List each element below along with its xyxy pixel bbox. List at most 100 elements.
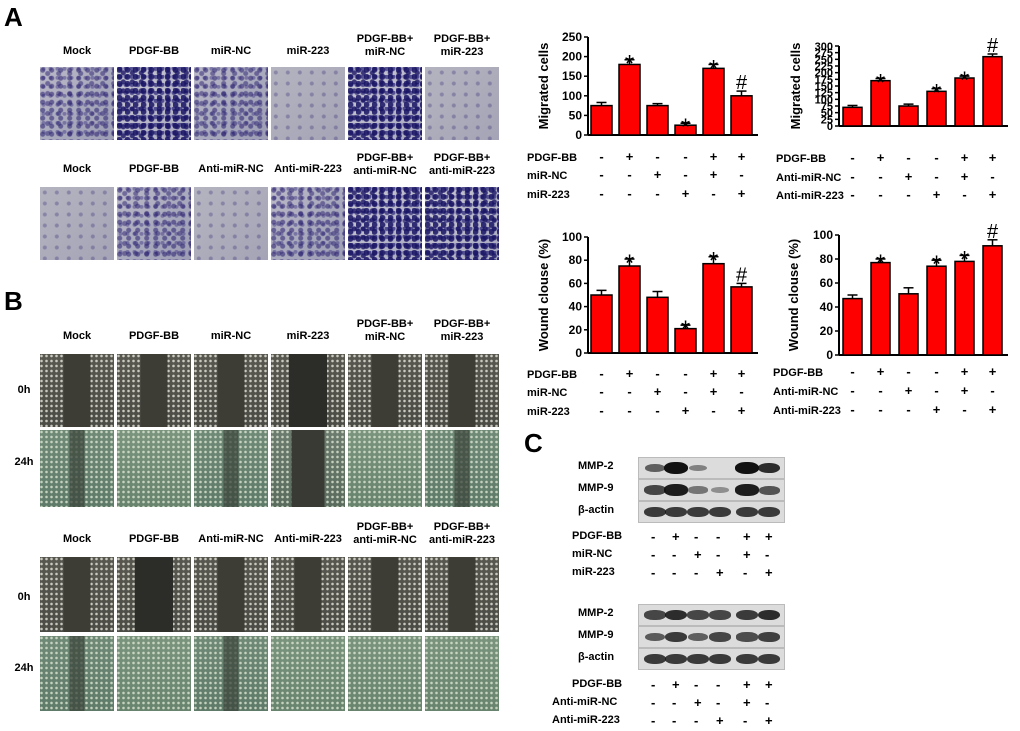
blot-bottom-band-2-1 <box>664 653 688 665</box>
chart-3-bar-3 <box>926 265 947 356</box>
transwell-label-row1-4: PDGF-BB+ miR-NC <box>356 33 414 58</box>
chart-3-sign-1-5: - <box>990 383 994 398</box>
chart-2-bar-2 <box>646 296 669 354</box>
blot-top-band-2-2 <box>686 506 710 518</box>
blot-bottom-sign-2-2: - <box>694 713 699 728</box>
chart-2-sign-0-5: + <box>738 366 746 381</box>
chart-0-sign-1-3: - <box>683 167 687 182</box>
chart-2-sign-0-4: + <box>710 366 718 381</box>
chart-3-tick-label-0: 0 <box>826 348 833 362</box>
blot-top-sign-2-4: - <box>743 565 748 580</box>
chart-1-sign-0-5: + <box>989 150 997 165</box>
chart-2-row-label-0: PDGF-BB <box>527 369 577 381</box>
wound-image-24h-row2-5 <box>425 636 499 711</box>
blot-bottom-band-1-1 <box>664 631 688 643</box>
blot-bottom-sign-1-2: + <box>694 695 702 710</box>
chart-2-tick-label-1: 20 <box>569 323 583 337</box>
chart-3-sign-0-1: + <box>877 364 885 379</box>
time-label-0h-row1: 0h <box>17 384 31 396</box>
transwell-label-row2-1: PDGF-BB <box>128 163 180 175</box>
transwell-label-row1-0: Mock <box>62 45 92 57</box>
transwell-label-row2-0: Mock <box>62 163 92 175</box>
chart-1-sign-2-5: + <box>989 187 997 202</box>
chart-1-sign-2-0: - <box>850 187 854 202</box>
chart-3-sign-0-2: - <box>906 364 910 379</box>
blot-bottom-sign-2-5: + <box>765 713 773 728</box>
panel-label-a: A <box>4 2 23 32</box>
transwell-image-row1-1 <box>117 67 191 140</box>
blot-bottom-band-1-5 <box>758 632 780 642</box>
wound-label-row1-5: PDGF-BB+ miR-223 <box>433 318 491 343</box>
chart-0-sign-0-0: - <box>599 149 603 164</box>
blot-top-row-label-1: miR-NC <box>572 548 613 560</box>
blot-bottom-band-label-1: MMP-9 <box>578 629 614 641</box>
blot-top-band-2-4 <box>735 506 759 518</box>
chart-2-sign-2-3: + <box>682 403 690 418</box>
chart-2-row-label-1: miR-NC <box>527 387 567 399</box>
blot-bottom-row-label-0: PDGF-BB <box>572 678 623 690</box>
chart-1-sign-2-3: + <box>933 187 941 202</box>
wound-image-0h-row1-2 <box>194 354 268 427</box>
blot-top-band-0-5 <box>757 462 781 474</box>
wound-image-24h-row1-1 <box>117 430 191 507</box>
wound-image-24h-row1-3 <box>271 430 345 507</box>
blot-top-sign-0-2: - <box>694 529 699 544</box>
chart-0-bar-2 <box>646 104 669 136</box>
transwell-label-row2-5: PDGF-BB+ anti-miR-223 <box>428 152 496 177</box>
blot-top-band-2-1 <box>664 506 688 518</box>
wound-image-24h-row1-5 <box>425 430 499 507</box>
blot-bottom-sign-1-4: + <box>743 695 751 710</box>
chart-3-sign-0-0: - <box>850 364 854 379</box>
transwell-label-row2-2: Anti-miR-NC <box>198 163 264 175</box>
blot-bottom-band-0-4 <box>735 609 759 621</box>
chart-1-sign-2-4: - <box>962 187 966 202</box>
chart-1-sign-1-5: - <box>990 169 994 184</box>
blot-top-band-2-0 <box>643 506 667 518</box>
chart-1-tick-label-8: 200 <box>815 68 833 80</box>
chart-0-tick-label-0: 0 <box>575 128 582 142</box>
chart-3-tick-label-1: 20 <box>820 324 834 338</box>
transwell-image-row2-3 <box>271 187 345 260</box>
blot-bottom-blot-strip-2 <box>638 648 785 670</box>
blot-top-sign-2-3: + <box>716 565 724 580</box>
chart-0-sign-2-4: - <box>711 186 715 201</box>
chart-2-sign-0-1: + <box>626 366 634 381</box>
blot-bottom-sign-0-5: + <box>765 677 773 692</box>
wound-image-24h-row2-2 <box>194 636 268 711</box>
chart-1-sign-1-4: + <box>961 169 969 184</box>
chart-0-sign-0-4: + <box>710 149 718 164</box>
blot-bottom-band-0-1 <box>664 609 688 621</box>
chart-0-sign-2-3: + <box>682 186 690 201</box>
chart-2-sign-1-3: - <box>683 384 687 399</box>
chart-3-sign-1-1: - <box>878 383 882 398</box>
blot-bottom-band-2-5 <box>757 653 781 665</box>
blot-top-blot-strip-1 <box>638 479 785 501</box>
blot-bottom-sign-0-2: - <box>694 677 699 692</box>
blot-top-blot-strip-0 <box>638 457 785 479</box>
chart-3-bar-2 <box>898 293 919 356</box>
chart-0-sign-0-2: - <box>655 149 659 164</box>
chart-0-annotation-1: * <box>625 51 634 78</box>
blot-bottom-row-label-2: Anti-miR-223 <box>552 714 620 726</box>
chart-2-sign-2-2: - <box>655 403 659 418</box>
blot-bottom-band-1-4 <box>736 632 758 642</box>
blot-bottom-sign-1-1: - <box>672 695 677 710</box>
blot-bottom-sign-2-4: - <box>743 713 748 728</box>
blot-bottom-sign-0-4: + <box>743 677 751 692</box>
chart-1-tick-label-9: 225 <box>815 61 833 73</box>
blot-top-sign-0-5: + <box>765 529 773 544</box>
wound-label-row1-1: PDGF-BB <box>128 330 180 342</box>
blot-top-sign-0-4: + <box>743 529 751 544</box>
wound-image-0h-row2-3 <box>271 557 345 632</box>
transwell-image-row2-5 <box>425 187 499 260</box>
blot-top-sign-2-1: - <box>672 565 677 580</box>
chart-3-sign-2-2: - <box>906 402 910 417</box>
wound-image-0h-row2-4 <box>348 557 422 632</box>
chart-2-bar-4 <box>702 262 725 354</box>
chart-1-sign-1-3: - <box>934 169 938 184</box>
chart-1-tick-label-5: 125 <box>815 88 833 100</box>
blot-bottom-band-label-2: β-actin <box>578 651 615 663</box>
chart-1-sign-2-2: - <box>906 187 910 202</box>
blot-bottom-band-2-2 <box>686 653 710 665</box>
blot-bottom-blot-strip-0 <box>638 604 785 626</box>
